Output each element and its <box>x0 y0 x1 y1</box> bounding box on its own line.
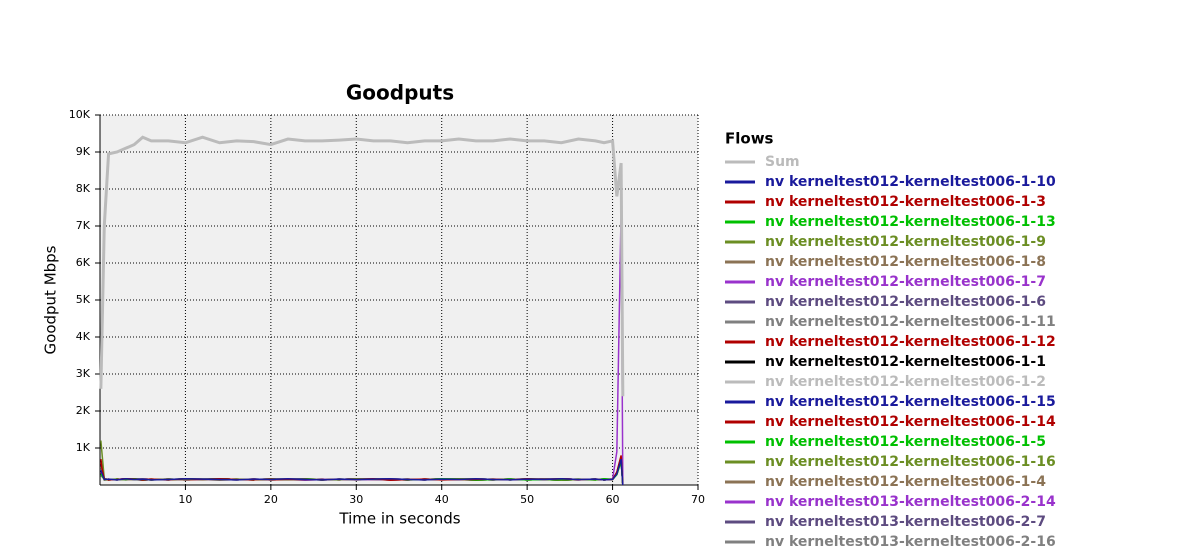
y-axis-label: Goodput Mbps <box>42 245 60 354</box>
legend-label: nv kerneltest012-kerneltest006-1-7 <box>765 274 1046 290</box>
y-tick-label: 4K <box>76 330 91 343</box>
legend-label: nv kerneltest013-kerneltest006-2-7 <box>765 514 1046 530</box>
legend-label: nv kerneltest012-kerneltest006-1-13 <box>765 214 1056 230</box>
legend-label: nv kerneltest012-kerneltest006-1-8 <box>765 254 1046 270</box>
y-tick-label: 6K <box>76 256 91 269</box>
legend-label: nv kerneltest012-kerneltest006-1-10 <box>765 174 1056 190</box>
y-tick-label: 2K <box>76 404 91 417</box>
y-tick-label: 3K <box>76 367 91 380</box>
legend-label: nv kerneltest012-kerneltest006-1-11 <box>765 314 1056 330</box>
y-tick-label: 10K <box>69 108 91 121</box>
chart-title: Goodputs <box>346 81 454 105</box>
plot-area <box>100 115 698 485</box>
legend-label: nv kerneltest012-kerneltest006-1-14 <box>765 414 1056 430</box>
legend-label: nv kerneltest012-kerneltest006-1-5 <box>765 434 1046 450</box>
legend-label: Sum <box>765 154 800 170</box>
x-axis-label: Time in seconds <box>338 510 460 528</box>
x-tick-label: 20 <box>264 493 278 506</box>
x-tick-label: 40 <box>435 493 449 506</box>
legend-label: nv kerneltest012-kerneltest006-1-1 <box>765 354 1046 370</box>
legend-label: nv kerneltest012-kerneltest006-1-12 <box>765 334 1056 350</box>
y-tick-label: 5K <box>76 293 91 306</box>
x-tick-label: 50 <box>520 493 534 506</box>
x-tick-label: 70 <box>691 493 705 506</box>
legend-label: nv kerneltest013-kerneltest006-2-16 <box>765 534 1056 550</box>
legend-label: nv kerneltest013-kerneltest006-2-14 <box>765 494 1056 510</box>
legend-label: nv kerneltest012-kerneltest006-1-2 <box>765 374 1046 390</box>
y-tick-label: 9K <box>76 145 91 158</box>
legend-label: nv kerneltest012-kerneltest006-1-15 <box>765 394 1056 410</box>
y-tick-label: 8K <box>76 182 91 195</box>
legend-label: nv kerneltest012-kerneltest006-1-6 <box>765 294 1046 310</box>
legend-title: Flows <box>725 130 774 148</box>
x-tick-label: 30 <box>349 493 363 506</box>
legend-label: nv kerneltest012-kerneltest006-1-3 <box>765 194 1046 210</box>
series-line <box>99 135 625 397</box>
legend-label: nv kerneltest012-kerneltest006-1-16 <box>765 454 1056 470</box>
y-tick-label: 1K <box>76 441 91 454</box>
legend-label: nv kerneltest012-kerneltest006-1-4 <box>765 474 1046 490</box>
x-tick-label: 60 <box>606 493 620 506</box>
legend-label: nv kerneltest012-kerneltest006-1-9 <box>765 234 1046 250</box>
series-line <box>100 458 624 486</box>
x-tick-label: 10 <box>178 493 192 506</box>
y-tick-label: 7K <box>76 219 91 232</box>
